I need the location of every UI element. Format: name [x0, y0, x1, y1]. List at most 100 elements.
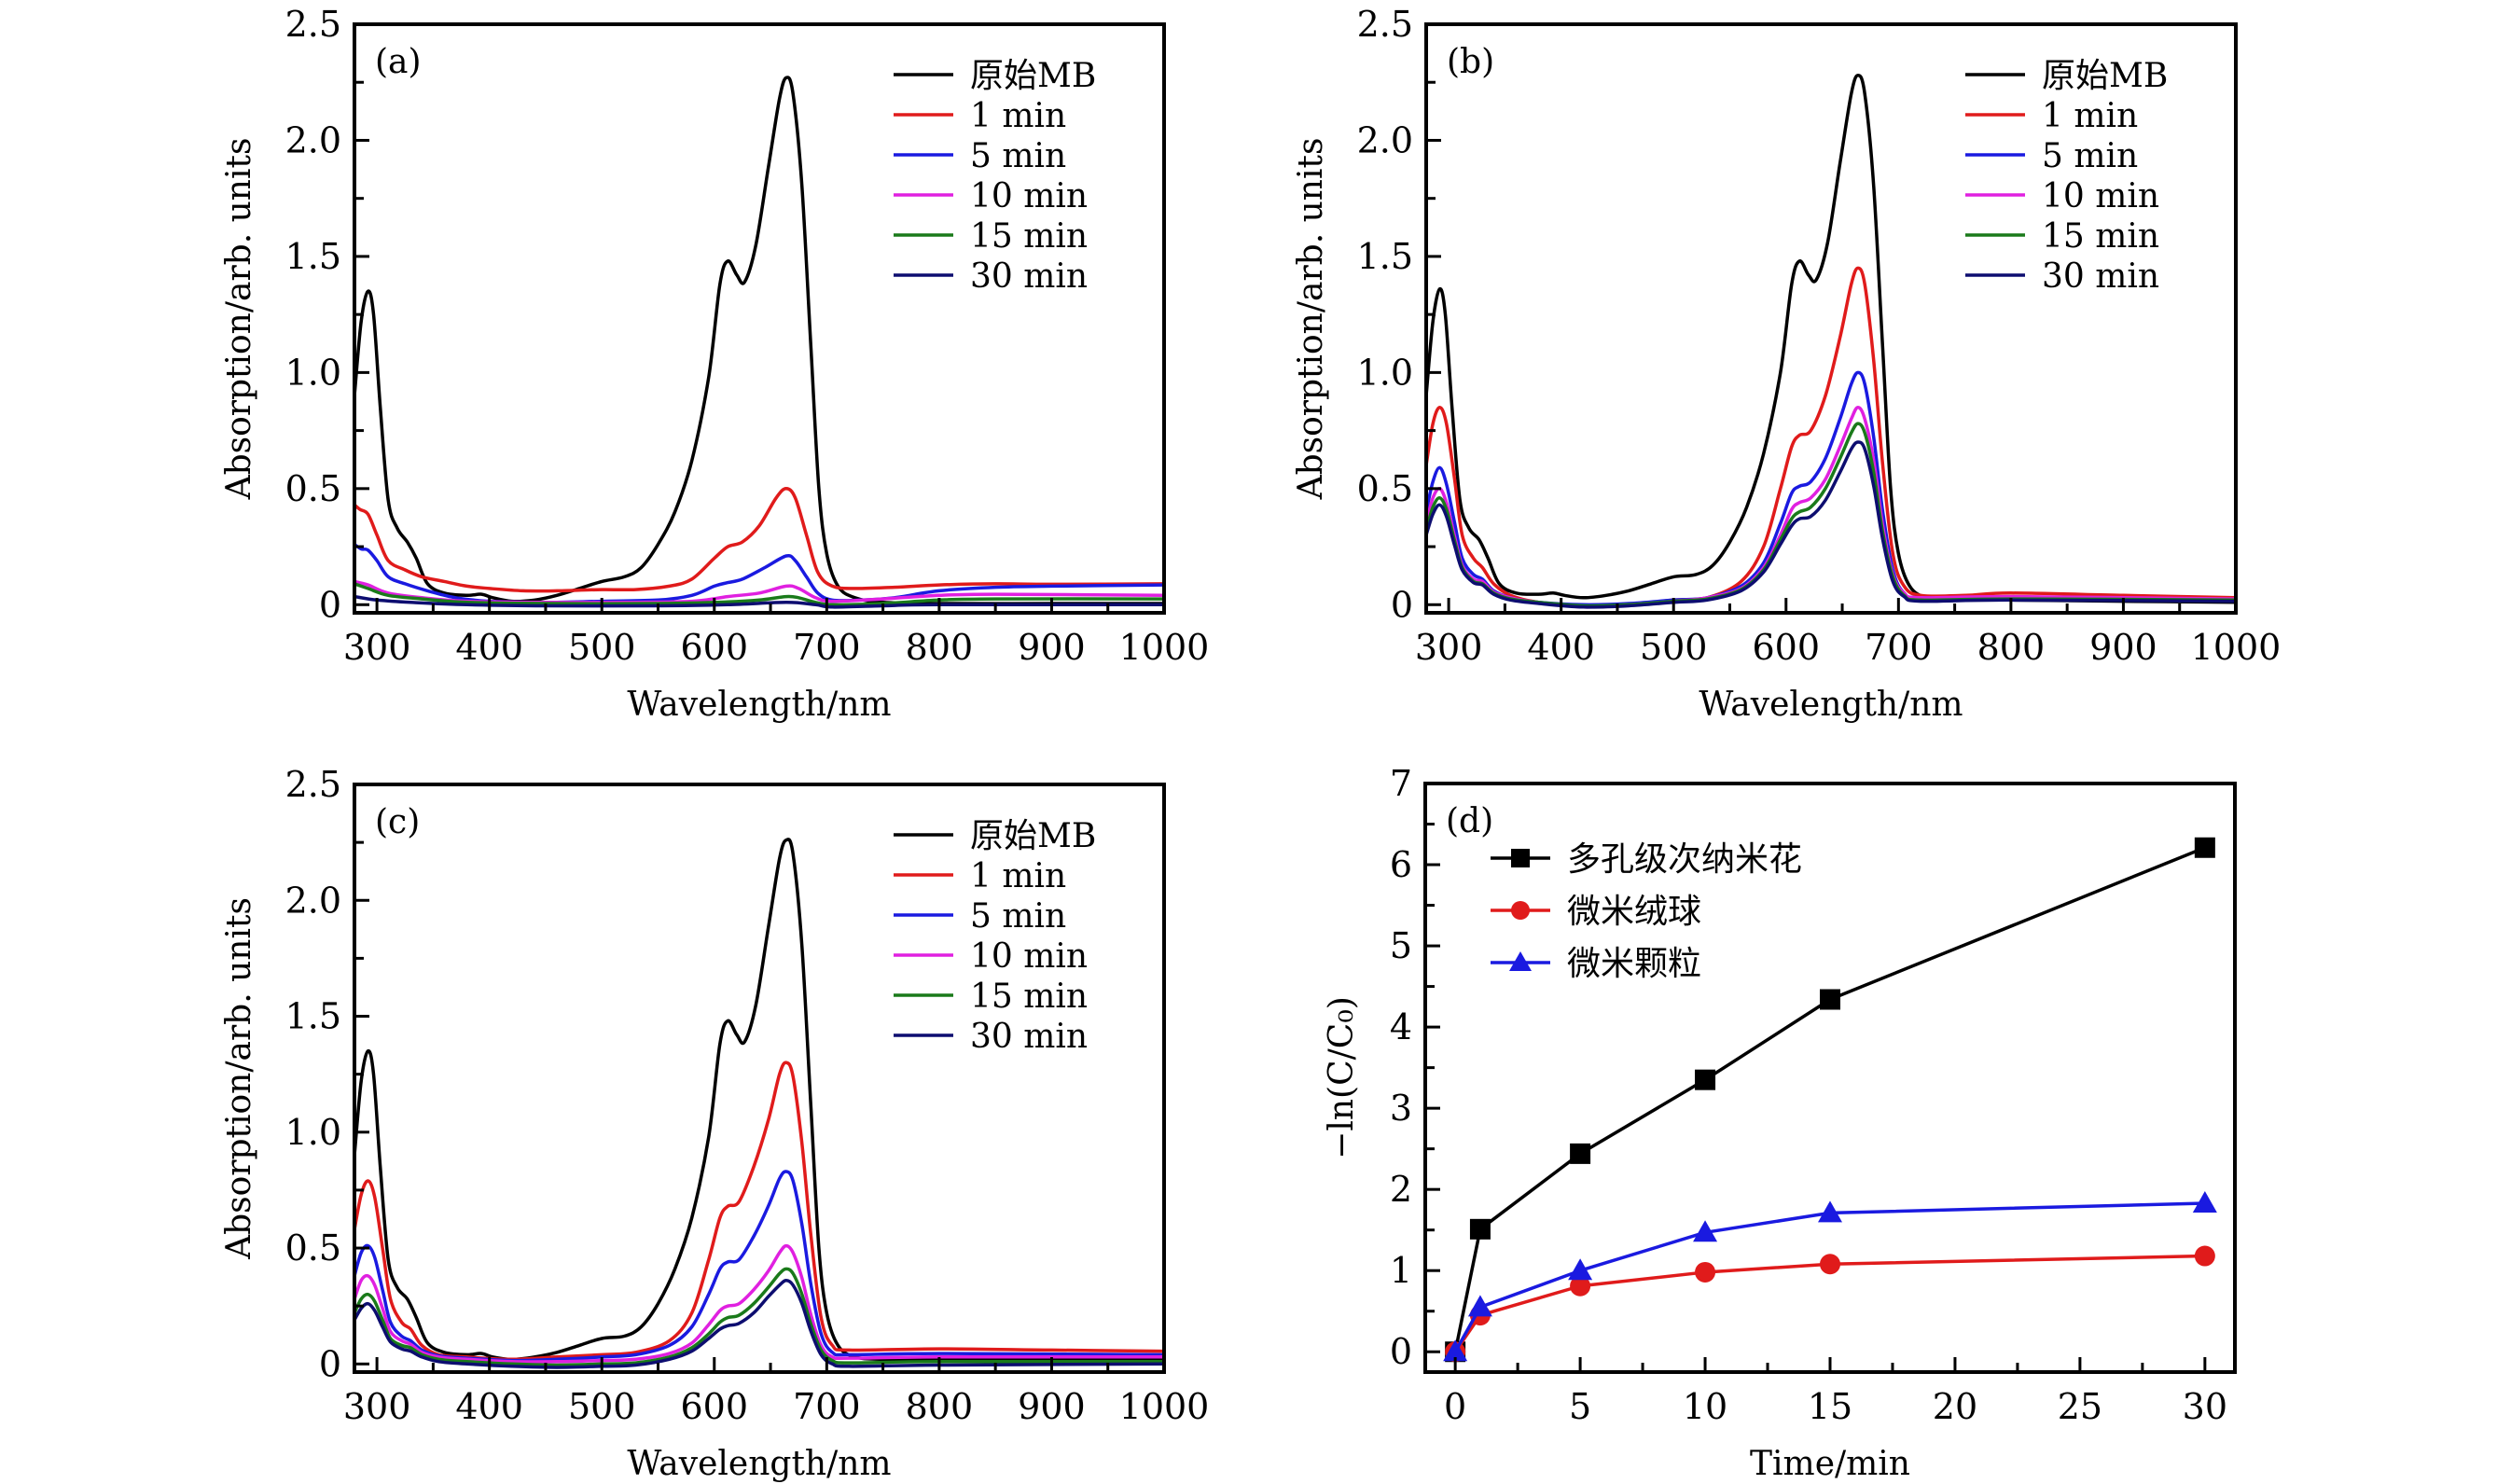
legend-label: 1 min [2042, 97, 2138, 135]
legend-label: 微米绒球 [1567, 893, 1701, 931]
series-line-3 [354, 1243, 1164, 1364]
x-tick-label: 1000 [2191, 627, 2282, 668]
panel-a-absorption-spectra: 300 400 500 600 700 800 900 1000 0 0.5 1.0 1.5 2.0 2.… [220, 4, 1209, 724]
x-axis-title: Wavelength/nm [627, 686, 891, 724]
y-tick-label: 7 [1390, 763, 1412, 804]
x-tick-label: 600 [681, 1386, 749, 1427]
data-point-square [1469, 1218, 1491, 1240]
panel-label: (b) [1447, 43, 1494, 81]
series-line-5 [354, 1279, 1164, 1369]
x-tick-label: 10 [1683, 1386, 1727, 1427]
y-tick-label: 2.0 [285, 119, 341, 160]
x-tick-label: 0 [1444, 1386, 1466, 1427]
y-tick-label: 2.5 [285, 4, 341, 45]
legend-marker-triangle [1509, 951, 1532, 971]
x-tick-label: 900 [1018, 1386, 1086, 1427]
panel-d-kinetics-plot: 0 5 10 15 20 25 30 0 1 2 3 4 5 6 7 Time/min −ln(C/C₀) (d)… [1323, 763, 2237, 1483]
legend-label: 5 min [970, 137, 1066, 175]
y-tick-label: 0 [1390, 1331, 1412, 1372]
x-tick-label: 1000 [1119, 627, 1210, 668]
x-tick-label: 900 [1018, 627, 1086, 668]
data-point-triangle [1818, 1200, 1842, 1223]
y-tick-label: 0 [319, 1343, 341, 1384]
legend-marker-circle [1511, 901, 1530, 920]
series-line-1 [1426, 266, 2236, 608]
series-line-1 [354, 1061, 1164, 1362]
data-point-triangle [1443, 1339, 1468, 1362]
x-tick-label: 500 [568, 1386, 636, 1427]
legend-label: 15 min [970, 978, 1088, 1016]
legend-label: 15 min [2042, 217, 2159, 256]
data-point-triangle [1568, 1258, 1593, 1281]
series-line-3 [1426, 405, 2236, 609]
data-point-circle [1570, 1275, 1591, 1297]
x-tick-label: 400 [455, 1386, 523, 1427]
x-axis-title: Wavelength/nm [1699, 686, 1963, 724]
plot-frame [1424, 22, 2238, 615]
x-tick-label: 5 [1569, 1386, 1591, 1427]
y-axis-title: Absorption/arb. units [220, 897, 258, 1260]
series-group [354, 838, 1164, 1369]
legend-marker-square [1511, 849, 1530, 867]
y-tick-label: 0 [1391, 584, 1413, 625]
series-line-2 [1426, 370, 2236, 607]
y-tick-label: 0.5 [285, 468, 341, 509]
x-tick-label: 800 [1977, 627, 2046, 668]
legend-label: 5 min [970, 897, 1066, 936]
y-axis-title: Absorption/arb. units [220, 138, 258, 501]
legend-label: 10 min [970, 177, 1088, 215]
x-tick-label: 500 [568, 627, 636, 668]
series-group [1426, 74, 2236, 609]
data-point-square [1695, 1069, 1716, 1090]
x-axis-title: Wavelength/nm [627, 1445, 891, 1483]
legend-label: 10 min [2042, 177, 2159, 215]
series-line-4 [1426, 422, 2236, 608]
y-tick-label: 0 [319, 584, 341, 625]
y-tick-label: 1.0 [1357, 352, 1413, 393]
y-tick-label: 1.5 [285, 236, 341, 277]
legend-label: 1 min [970, 857, 1066, 895]
x-tick-label: 500 [1640, 627, 1708, 668]
x-tick-label: 700 [793, 627, 861, 668]
x-tick-label: 300 [343, 1386, 411, 1427]
data-point-square [2194, 837, 2215, 858]
x-tick-label: 800 [906, 627, 974, 668]
x-axis-title: Time/min [1750, 1445, 1910, 1483]
panel-label: (c) [375, 803, 420, 841]
y-tick-label: 4 [1390, 1006, 1412, 1047]
y-tick-label: 6 [1390, 844, 1412, 885]
data-point-triangle [2192, 1190, 2217, 1213]
legend-label: 10 min [970, 937, 1088, 976]
series-group [354, 76, 1164, 609]
x-tick-label: 300 [1415, 627, 1483, 668]
x-tick-label: 30 [2183, 1386, 2227, 1427]
x-tick-label: 600 [681, 627, 749, 668]
x-tick-label: 15 [1808, 1386, 1852, 1427]
series-line-5 [1426, 440, 2236, 609]
legend-label: 30 min [970, 257, 1088, 296]
series-line-1 [354, 487, 1164, 593]
y-axis-title: −ln(C/C₀) [1323, 996, 1361, 1159]
y-tick-label: 1 [1390, 1250, 1412, 1291]
x-tick-label: 400 [455, 627, 523, 668]
y-tick-label: 3 [1390, 1088, 1412, 1129]
series-line-4 [354, 582, 1164, 607]
legend-label: 原始MB [2042, 57, 2168, 95]
y-axis-title: Absorption/arb. units [1292, 138, 1330, 501]
legend-label: 1 min [970, 97, 1066, 135]
plot-frame [353, 22, 1166, 615]
x-tick-label: 400 [1527, 627, 1595, 668]
data-point-triangle [1693, 1220, 1718, 1242]
panel-b-absorption-spectra: 300 400 500 600 700 800 900 1000 0 0.5 1.0 1.5 2.0 2.… [1292, 4, 2281, 724]
series-group [1443, 837, 2217, 1363]
x-tick-label: 1000 [1119, 1386, 1210, 1427]
series-line-0 [1453, 846, 2207, 1353]
plot-frame [353, 783, 1166, 1374]
panel-label: (d) [1446, 802, 1493, 840]
data-point-triangle [1467, 1295, 1492, 1317]
y-tick-label: 2.0 [1357, 119, 1413, 160]
